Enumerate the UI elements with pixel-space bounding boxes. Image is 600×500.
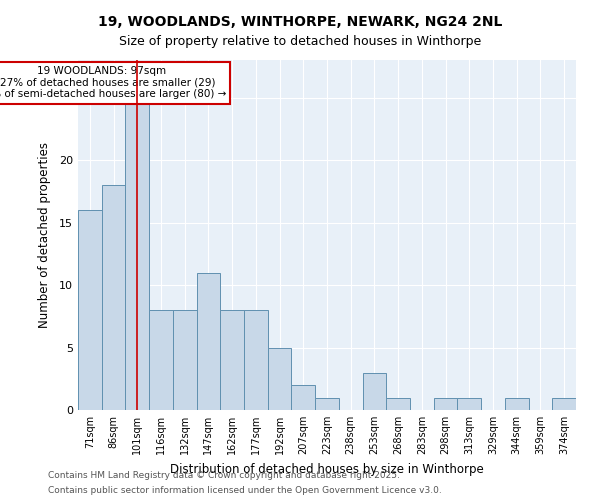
Bar bbox=[268, 348, 292, 410]
Y-axis label: Number of detached properties: Number of detached properties bbox=[38, 142, 50, 328]
Bar bbox=[149, 310, 173, 410]
Bar bbox=[197, 272, 220, 410]
Text: Contains public sector information licensed under the Open Government Licence v3: Contains public sector information licen… bbox=[48, 486, 442, 495]
Bar bbox=[315, 398, 339, 410]
Text: Contains HM Land Registry data © Crown copyright and database right 2025.: Contains HM Land Registry data © Crown c… bbox=[48, 471, 400, 480]
Text: 19, WOODLANDS, WINTHORPE, NEWARK, NG24 2NL: 19, WOODLANDS, WINTHORPE, NEWARK, NG24 2… bbox=[98, 15, 502, 29]
Bar bbox=[457, 398, 481, 410]
Bar bbox=[173, 310, 197, 410]
X-axis label: Distribution of detached houses by size in Winthorpe: Distribution of detached houses by size … bbox=[170, 462, 484, 475]
Bar bbox=[244, 310, 268, 410]
Bar bbox=[386, 398, 410, 410]
Bar bbox=[102, 185, 125, 410]
Bar bbox=[362, 372, 386, 410]
Bar bbox=[505, 398, 529, 410]
Bar bbox=[292, 385, 315, 410]
Text: 19 WOODLANDS: 97sqm
← 27% of detached houses are smaller (29)
73% of semi-detach: 19 WOODLANDS: 97sqm ← 27% of detached ho… bbox=[0, 66, 226, 100]
Bar bbox=[220, 310, 244, 410]
Text: Size of property relative to detached houses in Winthorpe: Size of property relative to detached ho… bbox=[119, 35, 481, 48]
Bar bbox=[434, 398, 457, 410]
Bar bbox=[125, 98, 149, 410]
Bar bbox=[78, 210, 102, 410]
Bar bbox=[552, 398, 576, 410]
